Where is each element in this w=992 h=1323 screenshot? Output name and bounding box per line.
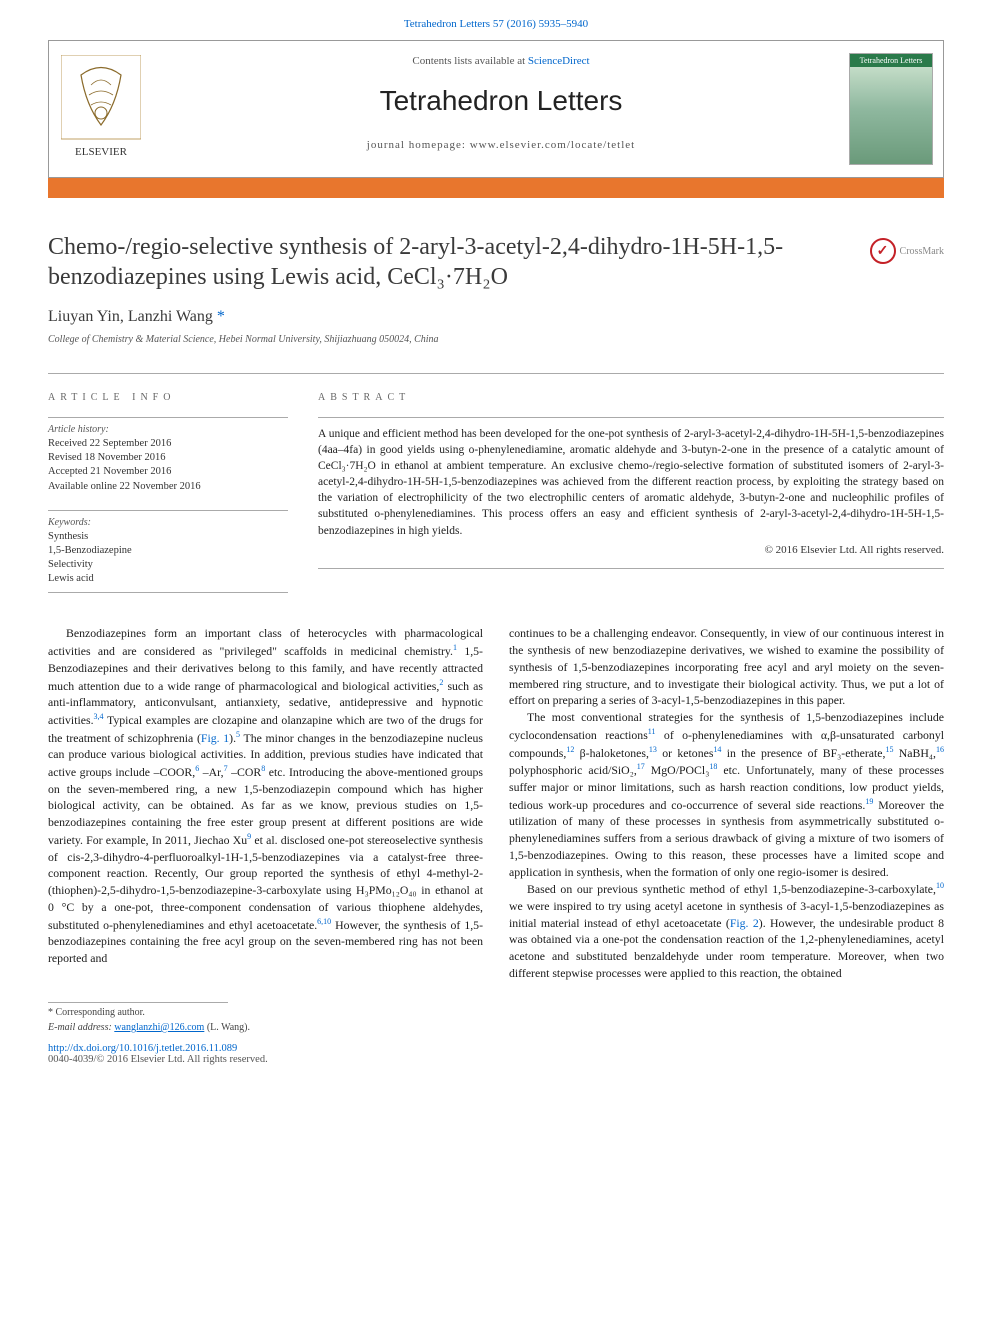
figure-link[interactable]: Fig. 2 [730, 916, 759, 930]
orange-divider-bar [48, 178, 944, 198]
email-suffix: (L. Wang). [204, 1022, 250, 1033]
citation-link[interactable]: 3,4 [94, 712, 104, 721]
cover-label: Tetrahedron Letters [850, 54, 932, 67]
svg-text:ELSEVIER: ELSEVIER [75, 146, 128, 158]
crossmark-badge[interactable]: ✓ CrossMark [870, 238, 944, 264]
history-item: Revised 18 November 2016 [48, 451, 288, 465]
history-block: Article history: Received 22 September 2… [48, 417, 288, 494]
journal-reference: Tetrahedron Letters 57 (2016) 5935–5940 [0, 0, 992, 40]
keywords-block: Keywords: Synthesis 1,5-Benzodiazepine S… [48, 510, 288, 594]
paragraph: Based on our previous synthetic method o… [509, 880, 944, 981]
journal-title: Tetrahedron Letters [169, 67, 833, 139]
elsevier-logo: ELSEVIER [61, 55, 141, 163]
journal-header: ELSEVIER Contents lists available at Sci… [48, 40, 944, 178]
keyword: 1,5-Benzodiazepine [48, 544, 288, 558]
author-email-link[interactable]: wanglanzhi@126.com [114, 1022, 204, 1033]
homepage-label: journal homepage: [367, 139, 470, 151]
homepage-url: www.elsevier.com/locate/tetlet [470, 139, 636, 151]
history-item: Available online 22 November 2016 [48, 480, 288, 494]
contents-text: Contents lists available at [412, 55, 527, 67]
history-item: Received 22 September 2016 [48, 437, 288, 451]
authors-line: Liuyan Yin, Lanzhi Wang * [48, 308, 944, 326]
doi-link[interactable]: http://dx.doi.org/10.1016/j.tetlet.2016.… [48, 1043, 237, 1054]
keyword: Synthesis [48, 530, 288, 544]
sciencedirect-link[interactable]: ScienceDirect [528, 55, 590, 67]
body-column-left: Benzodiazepines form an important class … [48, 625, 483, 981]
body-column-right: continues to be a challenging endeavor. … [509, 625, 944, 981]
citation-link[interactable]: 10 [936, 881, 944, 890]
corresponding-mark: * [217, 308, 225, 325]
crossmark-label: CrossMark [900, 246, 944, 257]
corresponding-footnote: * Corresponding author. [48, 1007, 944, 1018]
affiliation: College of Chemistry & Material Science,… [48, 334, 944, 345]
figure-link[interactable]: Fig. 1 [201, 731, 229, 745]
history-heading: Article history: [48, 424, 288, 435]
paragraph: continues to be a challenging endeavor. … [509, 625, 944, 709]
paragraph: Benzodiazepines form an important class … [48, 625, 483, 966]
citation-link[interactable]: 6,10 [317, 917, 331, 926]
keyword: Lewis acid [48, 572, 288, 586]
citation-link[interactable]: 16 [936, 745, 944, 754]
history-item: Accepted 21 November 2016 [48, 465, 288, 479]
body-columns: Benzodiazepines form an important class … [48, 625, 944, 981]
doi-block: http://dx.doi.org/10.1016/j.tetlet.2016.… [48, 1043, 944, 1065]
keyword: Selectivity [48, 558, 288, 572]
contents-line: Contents lists available at ScienceDirec… [169, 41, 833, 67]
journal-cover-thumbnail: Tetrahedron Letters [849, 53, 933, 165]
keywords-heading: Keywords: [48, 517, 288, 528]
abstract-label: ABSTRACT [318, 392, 944, 403]
article-title: Chemo-/regio-selective synthesis of 2-ar… [48, 232, 944, 292]
footnote-separator [48, 1002, 228, 1003]
copyright-line: © 2016 Elsevier Ltd. All rights reserved… [318, 543, 944, 558]
citation-link[interactable]: 17 [637, 762, 645, 771]
homepage-line: journal homepage: www.elsevier.com/locat… [169, 139, 833, 151]
abstract-text: A unique and efficient method has been d… [318, 417, 944, 569]
authors-names: Liuyan Yin, Lanzhi Wang [48, 308, 213, 325]
email-label: E-mail address: [48, 1022, 114, 1033]
issn-copyright: 0040-4039/© 2016 Elsevier Ltd. All right… [48, 1054, 268, 1065]
paragraph: The most conventional strategies for the… [509, 709, 944, 880]
crossmark-icon: ✓ [870, 238, 896, 264]
email-footnote: E-mail address: wanglanzhi@126.com (L. W… [48, 1022, 944, 1033]
citation-link[interactable]: 13 [649, 745, 657, 754]
article-info-label: ARTICLE INFO [48, 392, 288, 403]
citation-link[interactable]: 11 [648, 727, 656, 736]
